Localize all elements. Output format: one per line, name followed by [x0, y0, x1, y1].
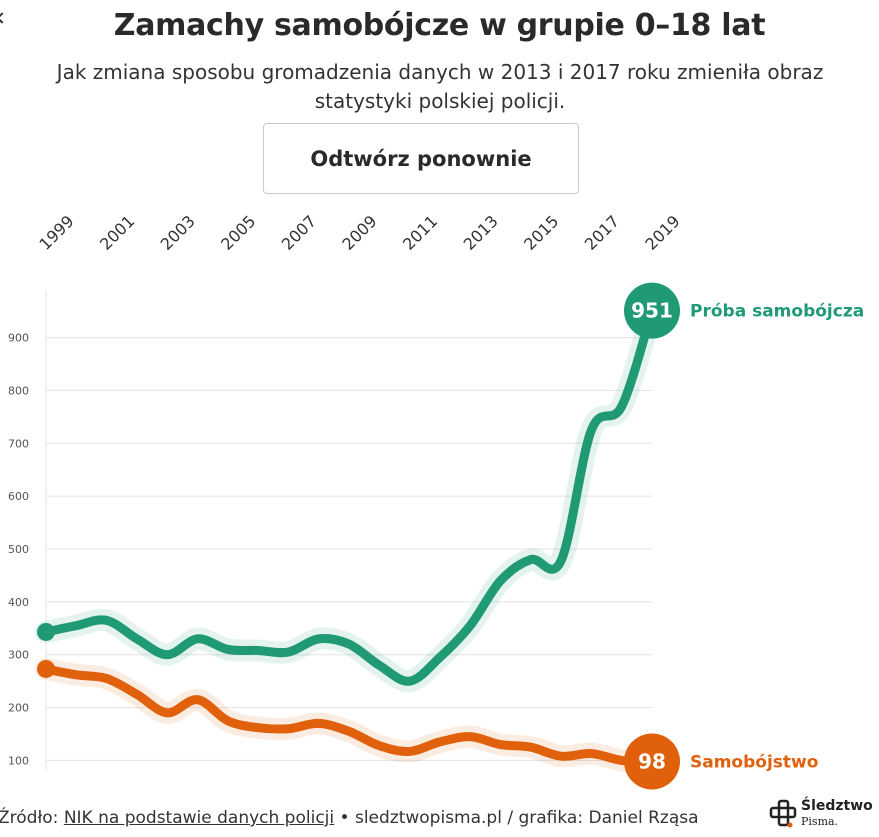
x-tick-label-2001: 2001	[96, 212, 138, 254]
y-tick-label-900: 900	[8, 332, 29, 345]
publisher-logo: Śledztwo Pisma.	[768, 797, 878, 833]
x-tick-label-2015: 2015	[520, 212, 562, 254]
series-2-end-value: 98	[638, 749, 666, 773]
source-link[interactable]: NIK na podstawie danych policji	[63, 808, 335, 828]
x-axis-ticks: 1999 2001 2003 2005 2007 2009 2011 2013 2015 2017…	[35, 212, 683, 254]
series-1-line	[41, 306, 657, 686]
x-tick-label-2005: 2005	[217, 212, 259, 254]
series-1-end-value: 951	[631, 299, 673, 323]
y-tick-label-600: 600	[8, 490, 29, 503]
chart-subtitle: Jak zmiana sposobu gromadzenia danych w …	[56, 60, 824, 113]
x-tick-label-2013: 2013	[460, 212, 502, 254]
footer-credits-text: • sledztwopisma.pl / grafika: Daniel Rzą…	[334, 808, 699, 828]
series-lines	[35, 299, 663, 773]
logo-icon	[769, 799, 797, 828]
series-2-line	[41, 664, 657, 766]
footer-credits: Źródło: NIK na podstawie danych policji …	[0, 808, 699, 828]
x-tick-label-2007: 2007	[278, 212, 320, 254]
x-tick-label-2011: 2011	[399, 212, 441, 254]
series-1-start-point	[37, 622, 55, 641]
x-tick-label-2009: 2009	[338, 212, 380, 254]
y-tick-label-300: 300	[8, 649, 29, 662]
replay-button[interactable]: Odtwórz ponownie	[263, 123, 579, 194]
grid-lines	[45, 290, 652, 771]
y-tick-label-800: 800	[8, 384, 29, 397]
series-1-name-label: Próba samobójcza	[690, 302, 864, 322]
series-2-start-point	[37, 659, 55, 678]
y-axis-ticks: 100 200 300 400 500 600 700 800 900	[8, 332, 29, 768]
x-tick-label-2017: 2017	[581, 212, 623, 254]
series-2-name-label: Samobójstwo	[690, 752, 818, 772]
line-chart: 100 200 300 400 500 600 700 800 900 1999 2001 2003…	[8, 212, 864, 790]
series-2-glow	[35, 657, 663, 773]
logo-subname: Pisma.	[801, 815, 839, 828]
end-labels: 951 Próba samobójcza 98 Samobójstwo	[624, 282, 864, 790]
x-tick-label-2019: 2019	[641, 212, 683, 254]
series-2-end-marker	[624, 733, 680, 790]
x-tick-label-2003: 2003	[157, 212, 199, 254]
footer-source-prefix: Źródło:	[0, 808, 64, 828]
logo-name: Śledztwo	[801, 798, 873, 814]
y-tick-label-100: 100	[8, 754, 29, 767]
x-tick-label-1999: 1999	[35, 212, 77, 254]
y-tick-label-400: 400	[8, 596, 29, 609]
y-tick-label-500: 500	[8, 543, 29, 556]
chart-title: Zamachy samobójcze w grupie 0–18 lat	[113, 8, 766, 43]
series-1-end-marker	[624, 282, 680, 339]
y-tick-label-700: 700	[8, 437, 29, 450]
y-tick-label-200: 200	[8, 702, 29, 715]
